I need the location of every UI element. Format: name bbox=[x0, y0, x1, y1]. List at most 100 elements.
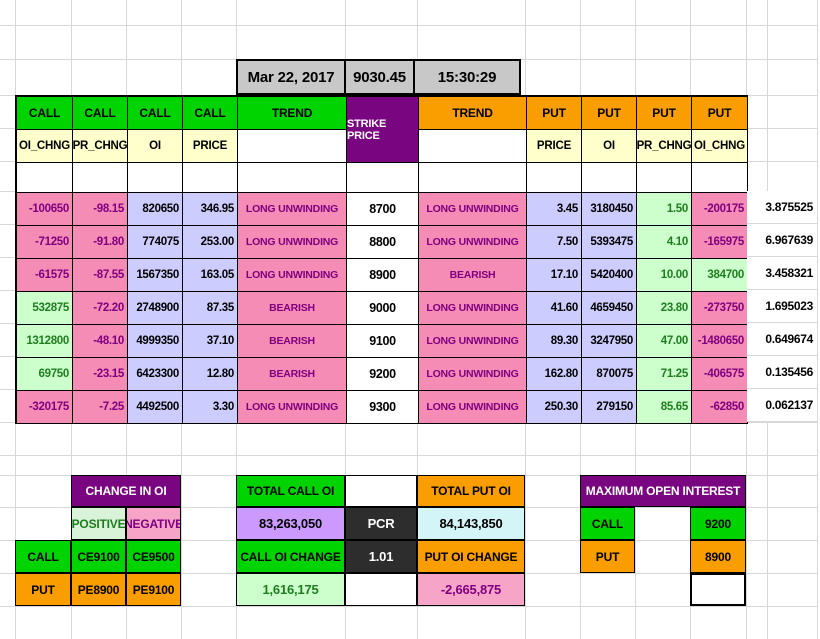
cell-call-price[interactable]: 37.10 bbox=[183, 325, 238, 358]
cell-put-oi[interactable]: 870075 bbox=[582, 358, 637, 391]
cell-call-oi-chng[interactable]: -100650 bbox=[17, 193, 73, 226]
cell-put-pr-chng[interactable]: 23.80 bbox=[637, 292, 692, 325]
cell-strike[interactable]: 9200 bbox=[347, 358, 419, 391]
put-negative-strike[interactable]: PE9100 bbox=[126, 573, 181, 606]
cell-call-pr-chng[interactable]: -23.15 bbox=[73, 358, 128, 391]
cell-call-trend[interactable]: LONG UNWINDING bbox=[238, 259, 347, 292]
cell-strike[interactable]: 9300 bbox=[347, 391, 419, 424]
cell-put-pr-chng[interactable]: 10.00 bbox=[637, 259, 692, 292]
cell-pcr-ratio[interactable]: 0.062137 bbox=[747, 389, 817, 422]
put-row-label: PUT bbox=[15, 573, 71, 606]
cell-put-price[interactable]: 89.30 bbox=[527, 325, 582, 358]
cell-put-price[interactable]: 162.80 bbox=[527, 358, 582, 391]
cell-put-oi-chng[interactable]: -200175 bbox=[692, 193, 748, 226]
cell-put-trend[interactable]: LONG UNWINDING bbox=[419, 325, 527, 358]
call-negative-strike[interactable]: CE9500 bbox=[126, 540, 181, 573]
cell-put-price[interactable]: 250.30 bbox=[527, 391, 582, 424]
cell-put-trend[interactable]: LONG UNWINDING bbox=[419, 193, 527, 226]
cell-strike[interactable]: 9000 bbox=[347, 292, 419, 325]
total-put-oi-value[interactable]: 84,143,850 bbox=[417, 507, 525, 540]
cell-call-oi[interactable]: 4492500 bbox=[128, 391, 183, 424]
cell-put-trend[interactable]: LONG UNWINDING bbox=[419, 358, 527, 391]
cell-call-price[interactable]: 3.30 bbox=[183, 391, 238, 424]
cell-pcr-ratio[interactable]: 3.458321 bbox=[747, 257, 817, 290]
cell-put-trend[interactable]: LONG UNWINDING bbox=[419, 292, 527, 325]
cell-put-trend[interactable]: BEARISH bbox=[419, 259, 527, 292]
cell-call-oi[interactable]: 4999350 bbox=[128, 325, 183, 358]
put-oi-change-value[interactable]: -2,665,875 bbox=[417, 573, 525, 606]
cell-call-trend[interactable]: BEARISH bbox=[238, 358, 347, 391]
cell-strike[interactable]: 8700 bbox=[347, 193, 419, 226]
cell-pcr-ratio[interactable]: 0.649674 bbox=[747, 323, 817, 356]
cell-call-trend[interactable]: LONG UNWINDING bbox=[238, 226, 347, 259]
cell-put-pr-chng[interactable]: 85.65 bbox=[637, 391, 692, 424]
cell-call-oi[interactable]: 1567350 bbox=[128, 259, 183, 292]
max-oi-put-strike[interactable]: 8900 bbox=[690, 540, 746, 573]
time-cell[interactable]: 15:30:29 bbox=[413, 61, 519, 93]
cell-call-pr-chng[interactable]: -7.25 bbox=[73, 391, 128, 424]
cell-call-trend[interactable]: BEARISH bbox=[238, 292, 347, 325]
cell-put-trend[interactable]: LONG UNWINDING bbox=[419, 391, 527, 424]
cell-put-oi[interactable]: 5393475 bbox=[582, 226, 637, 259]
cell-put-oi[interactable]: 3247950 bbox=[582, 325, 637, 358]
cell-put-pr-chng[interactable]: 1.50 bbox=[637, 193, 692, 226]
call-oi-change-value[interactable]: 1,616,175 bbox=[236, 573, 345, 606]
cell-call-trend[interactable]: LONG UNWINDING bbox=[238, 193, 347, 226]
cell-call-oi-chng[interactable]: 1312800 bbox=[17, 325, 73, 358]
cell-put-price[interactable]: 7.50 bbox=[527, 226, 582, 259]
cell-call-oi-chng[interactable]: 532875 bbox=[17, 292, 73, 325]
cell-put-oi[interactable]: 3180450 bbox=[582, 193, 637, 226]
cell-call-price[interactable]: 253.00 bbox=[183, 226, 238, 259]
cell-call-oi-chng[interactable]: 69750 bbox=[17, 358, 73, 391]
cell-pcr-ratio[interactable]: 6.967639 bbox=[747, 224, 817, 257]
cell-call-oi[interactable]: 820650 bbox=[128, 193, 183, 226]
cell-put-trend[interactable]: LONG UNWINDING bbox=[419, 226, 527, 259]
cell-put-pr-chng[interactable]: 4.10 bbox=[637, 226, 692, 259]
cell-call-pr-chng[interactable]: -98.15 bbox=[73, 193, 128, 226]
cell-put-pr-chng[interactable]: 47.00 bbox=[637, 325, 692, 358]
cell-put-oi[interactable]: 4659450 bbox=[582, 292, 637, 325]
cell-put-oi-chng[interactable]: -1480650 bbox=[692, 325, 748, 358]
cell-put-price[interactable]: 3.45 bbox=[527, 193, 582, 226]
cell-put-oi-chng[interactable]: -62850 bbox=[692, 391, 748, 424]
max-oi-call-strike[interactable]: 9200 bbox=[690, 507, 746, 540]
cell-call-oi[interactable]: 6423300 bbox=[128, 358, 183, 391]
cell-call-pr-chng[interactable]: -48.10 bbox=[73, 325, 128, 358]
cell-call-trend[interactable]: LONG UNWINDING bbox=[238, 391, 347, 424]
cell-put-price[interactable]: 41.60 bbox=[527, 292, 582, 325]
cell-call-oi-chng[interactable]: -71250 bbox=[17, 226, 73, 259]
cell-put-price[interactable]: 17.10 bbox=[527, 259, 582, 292]
pcr-value[interactable]: 1.01 bbox=[345, 540, 417, 573]
cell-put-oi[interactable]: 5420400 bbox=[582, 259, 637, 292]
cell-call-pr-chng[interactable]: -72.20 bbox=[73, 292, 128, 325]
cell-call-pr-chng[interactable]: -87.55 bbox=[73, 259, 128, 292]
cell-call-oi[interactable]: 774075 bbox=[128, 226, 183, 259]
cell-pcr-ratio[interactable]: 1.695023 bbox=[747, 290, 817, 323]
cell-put-oi-chng[interactable]: -165975 bbox=[692, 226, 748, 259]
cell-put-oi-chng[interactable]: -273750 bbox=[692, 292, 748, 325]
cell-call-oi[interactable]: 2748900 bbox=[128, 292, 183, 325]
cell-strike[interactable]: 8800 bbox=[347, 226, 419, 259]
cell-call-oi-chng[interactable]: -320175 bbox=[17, 391, 73, 424]
cell-call-pr-chng[interactable]: -91.80 bbox=[73, 226, 128, 259]
total-call-oi-value[interactable]: 83,263,050 bbox=[236, 507, 345, 540]
cell-call-price[interactable]: 87.35 bbox=[183, 292, 238, 325]
selected-cell[interactable] bbox=[690, 573, 746, 606]
put-positive-strike[interactable]: PE8900 bbox=[71, 573, 126, 606]
cell-call-price[interactable]: 163.05 bbox=[183, 259, 238, 292]
cell-put-oi[interactable]: 279150 bbox=[582, 391, 637, 424]
call-positive-strike[interactable]: CE9100 bbox=[71, 540, 126, 573]
cell-put-pr-chng[interactable]: 71.25 bbox=[637, 358, 692, 391]
cell-put-oi-chng[interactable]: 384700 bbox=[692, 259, 748, 292]
cell-pcr-ratio[interactable]: 0.135456 bbox=[747, 356, 817, 389]
cell-put-oi-chng[interactable]: -406575 bbox=[692, 358, 748, 391]
cell-call-trend[interactable]: BEARISH bbox=[238, 325, 347, 358]
cell-pcr-ratio[interactable]: 3.875525 bbox=[747, 191, 817, 224]
spot-price-cell[interactable]: 9030.45 bbox=[344, 61, 413, 93]
cell-call-price[interactable]: 346.95 bbox=[183, 193, 238, 226]
cell-strike[interactable]: 8900 bbox=[347, 259, 419, 292]
date-cell[interactable]: Mar 22, 2017 bbox=[247, 68, 335, 86]
cell-call-price[interactable]: 12.80 bbox=[183, 358, 238, 391]
cell-strike[interactable]: 9100 bbox=[347, 325, 419, 358]
cell-call-oi-chng[interactable]: -61575 bbox=[17, 259, 73, 292]
